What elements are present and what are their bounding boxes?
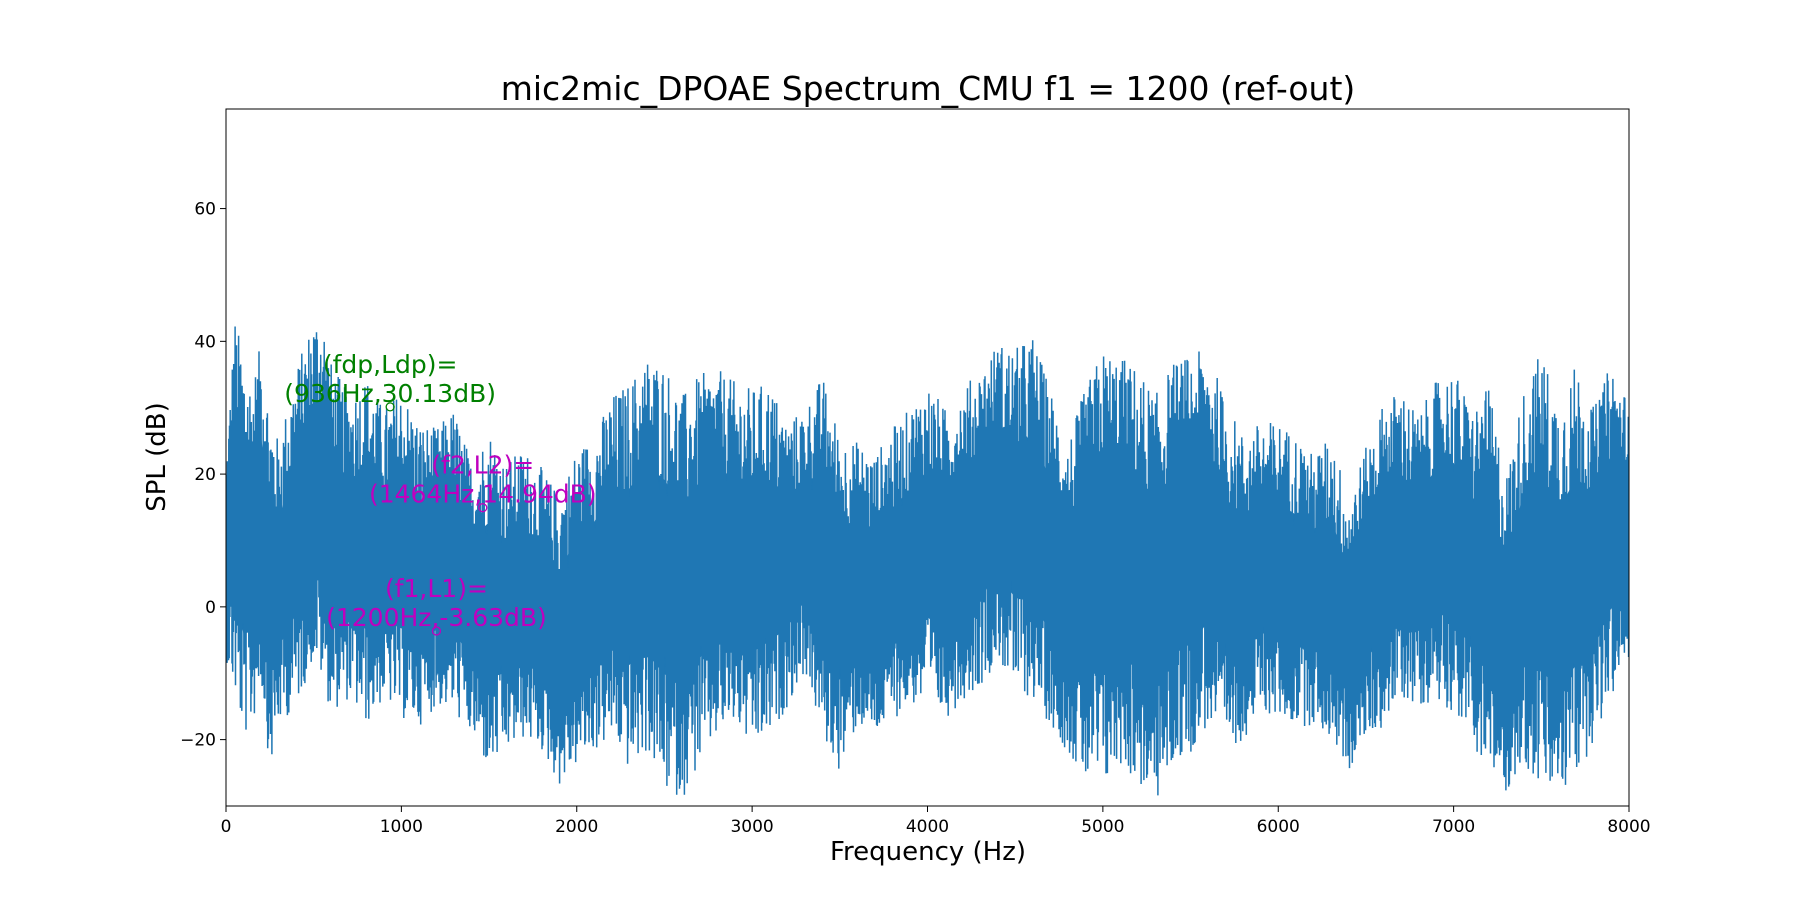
y-axis-label: SPL (dB)	[142, 402, 172, 512]
x-tick-label: 1000	[380, 817, 423, 837]
annotations: (fdp,Ldp)=(936Hz,30.13dB) (f2,L2)=(1464Hz…	[284, 350, 597, 636]
annotation-marker	[478, 503, 488, 513]
y-tick-label: 20	[194, 465, 216, 485]
y-tick-label: 60	[194, 200, 216, 220]
x-tick-label: 5000	[1081, 817, 1124, 837]
x-tick-label: 8000	[1607, 817, 1650, 837]
annotation-label-line2: (936Hz,30.13dB)	[284, 379, 496, 408]
annotation-label-line1: (f1,L1)=	[385, 574, 488, 603]
x-tick-label: 2000	[555, 817, 598, 837]
chart-title: mic2mic_DPOAE Spectrum_CMU f1 = 1200 (re…	[501, 69, 1356, 108]
x-tick-label: 7000	[1432, 817, 1475, 837]
x-axis: 0 1000 2000 3000 4000 5000 6000 7000 8000	[221, 806, 1651, 837]
y-tick-label: 40	[194, 332, 216, 352]
x-tick-label: 3000	[730, 817, 773, 837]
plot-area	[226, 326, 1629, 796]
annotation-label-line1: (f2,L2)=	[431, 451, 534, 480]
annotation-label-line1: (fdp,Ldp)=	[323, 350, 458, 379]
x-tick-label: 6000	[1257, 817, 1300, 837]
y-axis: −20 0 20 40 60	[180, 200, 226, 751]
annotation-marker	[385, 402, 395, 412]
spectrum-series-line	[226, 326, 1629, 796]
x-tick-label: 0	[221, 817, 232, 837]
x-tick-label: 4000	[906, 817, 949, 837]
annotation-label-line2: (1200Hz,-3.63dB)	[326, 603, 547, 632]
x-axis-label: Frequency (Hz)	[830, 837, 1026, 867]
annotation-marker	[431, 626, 442, 636]
y-tick-label: −20	[180, 731, 216, 751]
y-tick-label: 0	[205, 598, 216, 618]
annotation-label-line2: (1464Hz,14.94dB)	[369, 480, 597, 509]
